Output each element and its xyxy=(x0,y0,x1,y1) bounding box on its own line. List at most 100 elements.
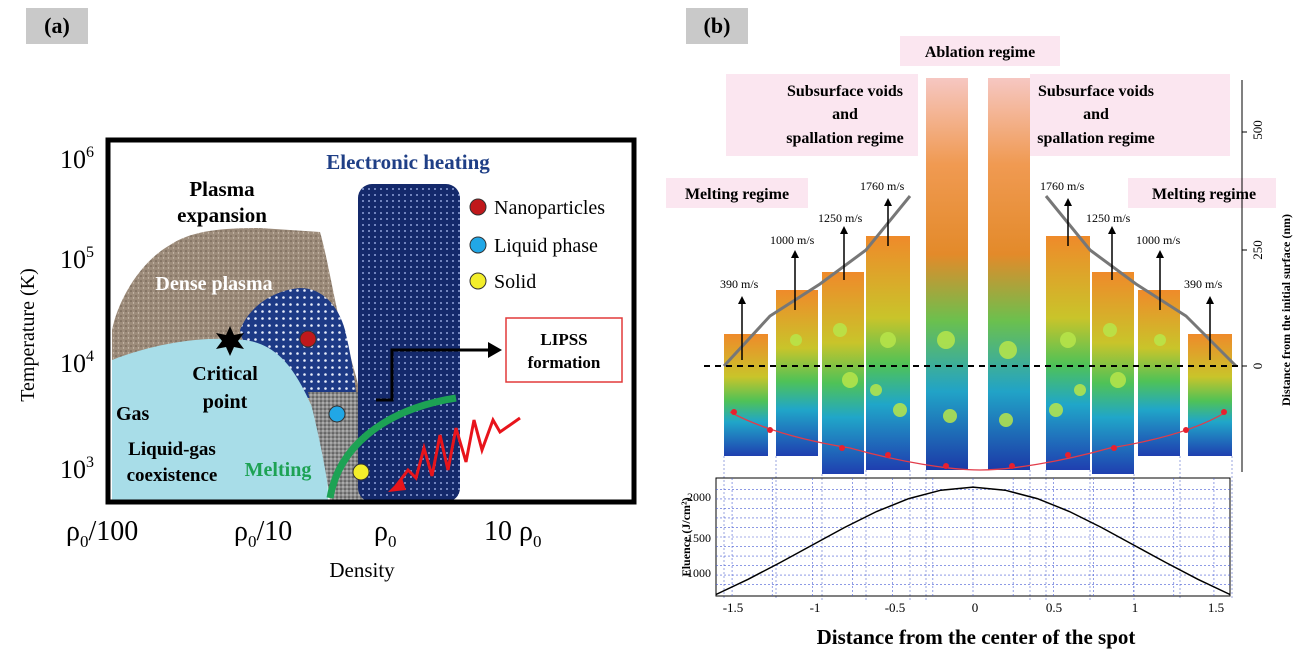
fluence-grid xyxy=(716,478,1230,596)
velocity-label-390-right: 390 m/s xyxy=(1184,277,1223,291)
fluence-chart: 2000 1500 1000 Fluence (J/cm²) -1.5 -1 -… xyxy=(679,477,1231,615)
y-tick-1e4: 104 xyxy=(60,348,94,378)
panel-b-label: (b) xyxy=(686,8,748,44)
column-guides xyxy=(723,456,1233,600)
x-tick-1: 1 xyxy=(1132,600,1139,615)
melting-front xyxy=(729,411,1227,471)
melting-curve xyxy=(326,394,457,499)
critical-point-label-1: Critical xyxy=(192,363,258,385)
column-1760-left xyxy=(866,236,910,470)
fluence-tick-1000: 1000 xyxy=(687,566,711,580)
subsurface-left-line3: spallation regime xyxy=(786,130,903,147)
x-tick-1-5: 1.5 xyxy=(1208,600,1224,615)
ablation-plume-left xyxy=(926,78,968,470)
electronic-heating-label: Electronic heating xyxy=(326,150,490,174)
plasma-expansion-label-1: Plasma xyxy=(189,177,255,201)
gas-label: Gas xyxy=(116,403,150,425)
velocity-label-1000-right: 1000 m/s xyxy=(1136,233,1181,247)
velocity-arrow-heads xyxy=(738,198,1214,304)
laser-pulse-icon xyxy=(394,416,521,487)
subsurface-right-line2: and xyxy=(1083,106,1109,123)
ablation-banner xyxy=(900,36,1060,66)
subsurface-left-line2: and xyxy=(832,106,858,123)
subsurface-left-line1: Subsurface voids xyxy=(787,83,903,100)
x-tick-0-5: 0.5 xyxy=(1046,600,1062,615)
lipss-arrow xyxy=(376,348,490,402)
liquid-dot xyxy=(328,405,346,423)
x-tick-labels: ρ0/100 ρ0/10 ρ0 10 ρ0 xyxy=(66,516,541,551)
liquid-gas-region xyxy=(112,338,328,500)
void-bubbles xyxy=(790,323,1166,427)
x-axis-title: Density xyxy=(329,558,395,582)
fluence-tick-1500: 1500 xyxy=(687,531,711,545)
depth-tick-500: 500 xyxy=(1250,120,1265,140)
solid-dot xyxy=(352,463,370,481)
velocity-label-1250-left: 1250 m/s xyxy=(818,211,863,225)
ablation-plume-right xyxy=(988,78,1030,470)
depth-tick-labels: 500 250 0 xyxy=(1250,120,1265,369)
velocity-label-1000-left: 1000 m/s xyxy=(770,233,815,247)
velocity-label-1760-left: 1760 m/s xyxy=(860,179,905,193)
fluence-x-ticks: -1.5 -1 -0.5 0 0.5 1 1.5 xyxy=(723,600,1224,615)
velocity-label-1250-right: 1250 m/s xyxy=(1086,211,1131,225)
x-tick-neg1-5: -1.5 xyxy=(723,600,744,615)
melting-front-markers xyxy=(731,409,1227,469)
y-tick-1e3: 103 xyxy=(60,454,94,484)
critical-point-star xyxy=(216,326,244,356)
column-1000-left xyxy=(776,290,818,456)
velocity-arrows xyxy=(741,204,1211,360)
y-tick-1e5: 105 xyxy=(60,244,94,274)
legend-solid: Solid xyxy=(494,271,536,293)
x-tick-rho-100: ρ0/100 xyxy=(66,516,138,551)
velocity-labels: 390 m/s 1000 m/s 1250 m/s 1760 m/s 1760 … xyxy=(720,179,1223,291)
x-tick-neg1: -1 xyxy=(810,600,821,615)
laser-arrow-head xyxy=(388,478,406,492)
legend-liquid-phase: Liquid phase xyxy=(494,235,598,257)
x-tick-neg0-5: -0.5 xyxy=(885,600,906,615)
surface-profile-left xyxy=(722,195,912,368)
nanoparticle-dot xyxy=(299,330,317,348)
surface-profile-right xyxy=(1044,195,1238,368)
column-390-left xyxy=(724,334,768,456)
column-1760-right xyxy=(1046,236,1090,470)
liquid-gas-label-1: Liquid-gas xyxy=(128,439,216,460)
y-tick-labels: 106 105 104 103 xyxy=(60,144,94,484)
column-1250-right xyxy=(1092,272,1134,474)
spot-distance-title: Distance from the center of the spot xyxy=(817,625,1136,649)
panel-a-label: (a) xyxy=(26,8,88,44)
column-1250-left xyxy=(822,272,864,474)
legend-marker-solid xyxy=(469,272,487,290)
liquid-gas-label-2: coexistence xyxy=(127,465,218,486)
melting-banner-left xyxy=(666,178,808,208)
critical-point-label-2: point xyxy=(203,391,248,413)
dense-plasma-label: Dense plasma xyxy=(155,273,272,295)
lipss-box xyxy=(505,317,623,383)
subsurface-right-line3: spallation regime xyxy=(1037,130,1154,147)
melting-label: Melting xyxy=(245,459,312,481)
column-1000-right xyxy=(1138,290,1180,456)
velocity-label-390-left: 390 m/s xyxy=(720,277,759,291)
subsurface-banner-left xyxy=(726,74,918,156)
legend-marker-nanoparticles xyxy=(469,198,487,216)
x-tick-0: 0 xyxy=(972,600,979,615)
y-tick-1e6: 106 xyxy=(60,144,94,174)
x-tick-10rho: 10 ρ0 xyxy=(484,516,541,551)
legend: Nanoparticles Liquid phase Solid xyxy=(469,197,605,293)
depth-tick-0: 0 xyxy=(1250,363,1265,370)
lipss-line2: formation xyxy=(528,353,601,372)
depth-tick-250: 250 xyxy=(1250,240,1265,260)
fluence-axis-title: Fluence (J/cm²) xyxy=(679,497,693,576)
legend-nanoparticles: Nanoparticles xyxy=(494,197,605,219)
fluence-y-ticks: 2000 1500 1000 xyxy=(687,490,711,580)
legend-marker-liquid xyxy=(469,236,487,254)
lipss-line1: LIPSS xyxy=(540,330,587,349)
subsurface-banner-right xyxy=(1030,74,1230,156)
depth-axis-title: Distance from the initial surface (nm) xyxy=(1279,214,1293,406)
subsurface-right-line1: Subsurface voids xyxy=(1038,83,1154,100)
x-tick-rho-10: ρ0/10 xyxy=(234,516,292,551)
fluence-curve xyxy=(715,486,1231,596)
phase-diagram: 106 105 104 103 Temperature (K) xyxy=(17,137,637,582)
regime-labels: Ablation regime Subsurface voids and spa… xyxy=(685,44,1256,203)
melting-regime-right: Melting regime xyxy=(1152,186,1256,203)
